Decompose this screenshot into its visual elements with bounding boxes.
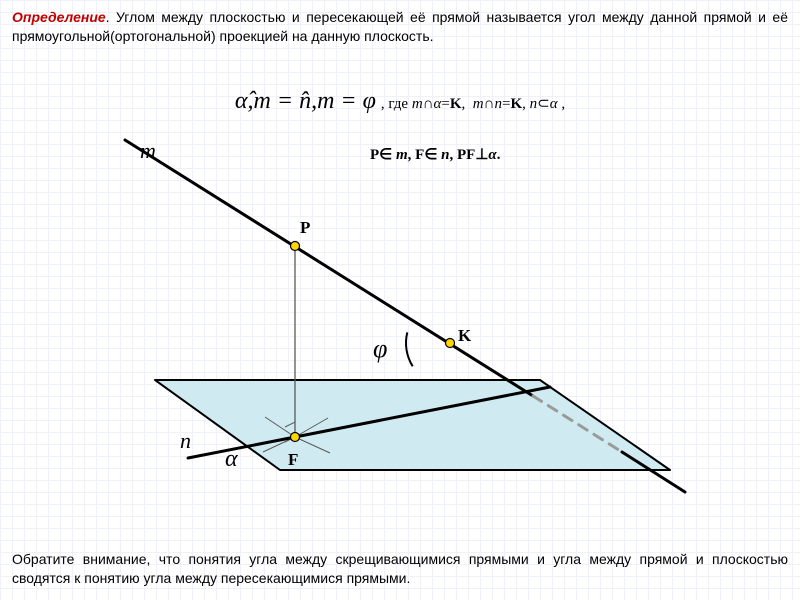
label-F: F bbox=[288, 450, 298, 470]
bottom-note: Обратите внимание, что понятия угла межд… bbox=[12, 550, 788, 588]
formula-cond: , где m∩α=K, m∩n=K, n⊂α , bbox=[381, 96, 565, 112]
label-K: K bbox=[458, 326, 471, 346]
label-alpha: α bbox=[225, 446, 238, 473]
definition-label: Определение bbox=[12, 9, 106, 25]
label-phi: φ bbox=[373, 334, 387, 364]
bottom-text: Обратите внимание, что понятия угла межд… bbox=[12, 551, 788, 586]
definition-block: Определение. Углом между плоскостью и пе… bbox=[12, 8, 788, 46]
label-m: m bbox=[140, 138, 156, 164]
label-P: P bbox=[300, 218, 310, 238]
formula-row: α̂,m = n̂,m = φ , где m∩α=K, m∩n=K, n⊂α … bbox=[0, 88, 800, 115]
label-n: n bbox=[180, 428, 191, 454]
geometry-diagram: m n α φ P K F bbox=[70, 130, 720, 500]
diagram-svg bbox=[70, 130, 720, 500]
formula-main: α̂,m = n̂,m = φ bbox=[235, 88, 376, 114]
definition-text: . Углом между плоскостью и пересекающей … bbox=[12, 9, 788, 44]
